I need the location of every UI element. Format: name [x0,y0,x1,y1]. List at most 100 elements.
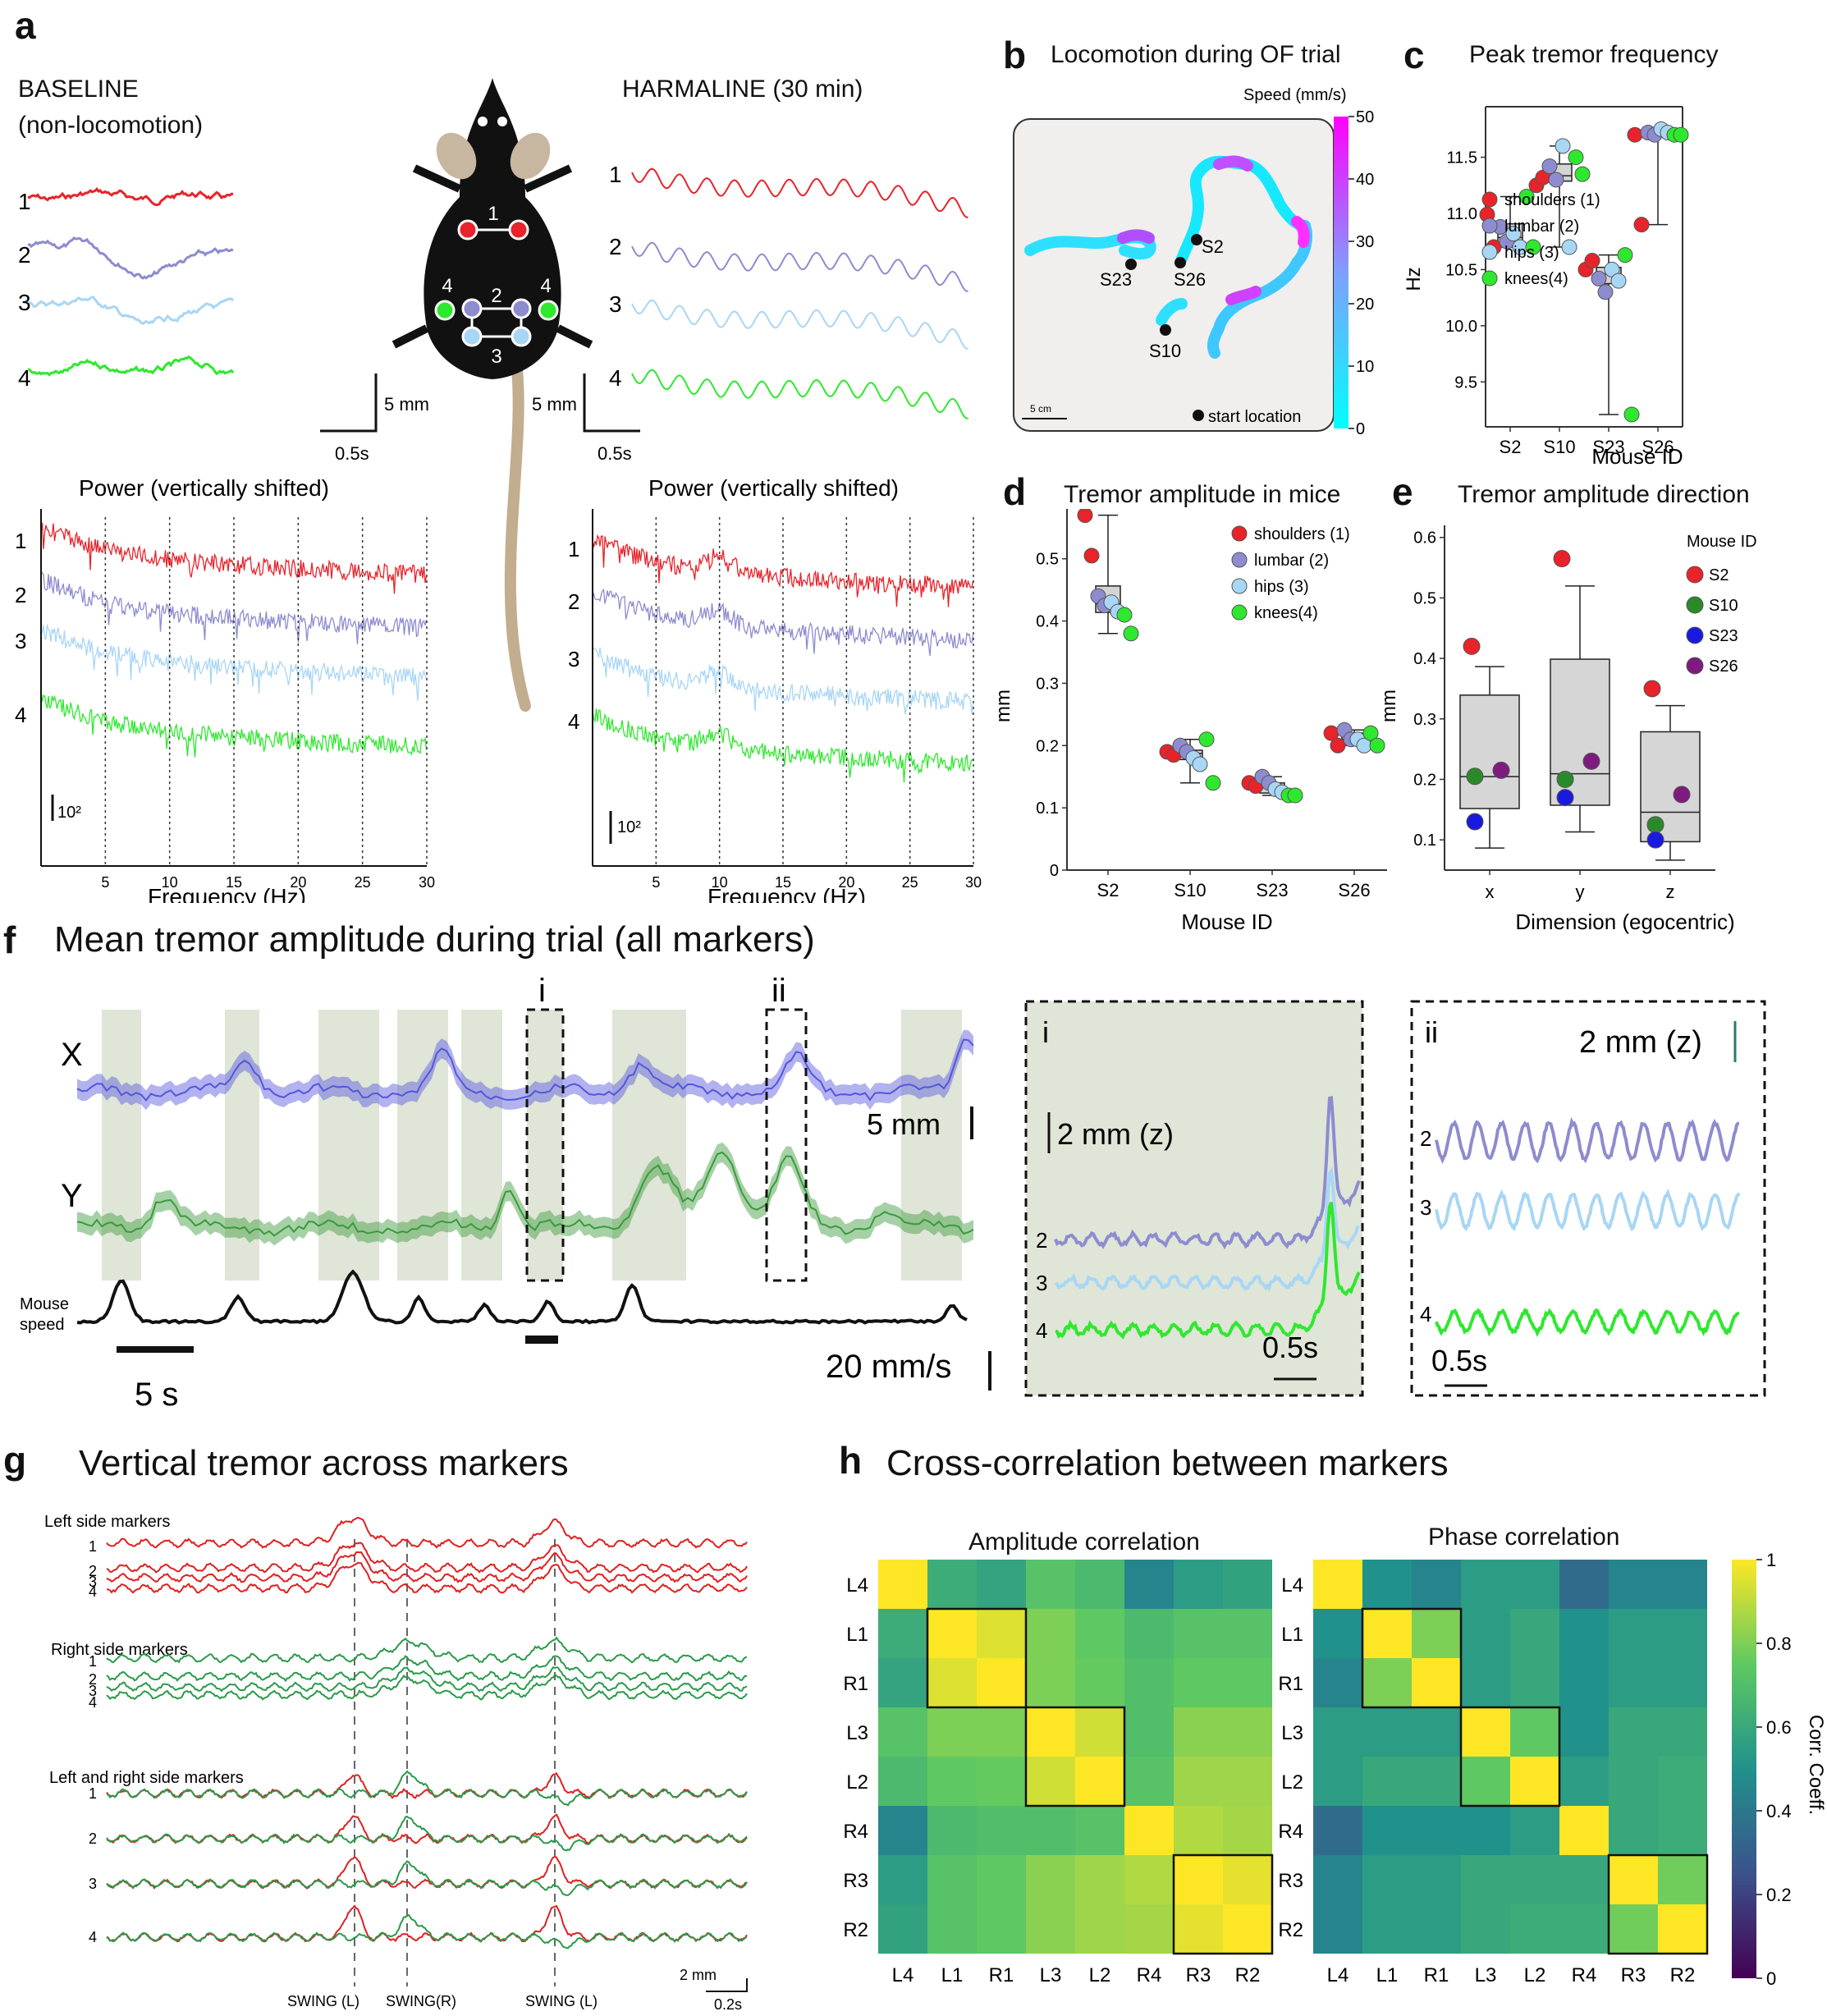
heat-cell [1461,1609,1510,1658]
y-tick: 10.5 [1445,261,1477,279]
heat-cell [1412,1707,1461,1757]
heat-cell [1461,1757,1510,1806]
power-spectra-axes: 5 10 15 20 25 30 5 10 15 20 25 30 [40,509,982,891]
hm-scale-s: 0.5s [598,443,632,464]
y-tick: 0.2 [1036,737,1059,755]
panel-f-graphics: i ii X Y Mouse speed 5 mm 5 s 20 mm/s i … [20,973,1766,1413]
heat-cell [1412,1658,1461,1707]
x-tick: S23 [1592,437,1624,457]
heat-cell [977,1904,1026,1954]
speed-trace [76,1269,968,1325]
legend-marker [1231,578,1248,594]
heat-cell [1075,1658,1124,1707]
heat-cell [1559,1806,1609,1855]
ps-bl-3: 3 [15,629,26,653]
spectrum-4 [592,708,973,783]
heat-cell [1559,1757,1609,1806]
heat-cell [977,1707,1026,1757]
hm-trace-4: 4 [609,365,622,391]
heat-cell [1412,1757,1461,1806]
speed-tick: 20 [1356,296,1374,314]
heat-cell [1075,1707,1124,1757]
corr-tick: 0 [1766,1968,1776,1989]
corr-tick: 0.4 [1766,1801,1792,1821]
heat-cell [1412,1855,1461,1904]
hm-trace-2: 2 [609,234,622,259]
heat-cell [1223,1757,1272,1806]
heat-cell [1026,1658,1075,1707]
h-colorbar-label: Corr. Coeff. [1805,1715,1827,1815]
point-knees(4)-S10 [1205,775,1221,791]
heat-cell [1412,1560,1461,1609]
heat-cell [1124,1757,1174,1806]
legend-marker [1231,604,1248,621]
both-right-2 [106,1815,748,1852]
heat-cell [1461,1904,1510,1954]
phase-ylabel: L2 [1281,1771,1303,1794]
point-hips-S10 [1555,138,1571,154]
panel-a-graphics: 1 2 3 4 4 1 2 3 4 1 2 3 4 5 mm 0.5s 5 mm… [15,78,982,903]
corr-tick: 0.2 [1766,1885,1792,1905]
g-scale-s: 0.2s [714,1996,742,2013]
point-shoulders-S26 [1627,126,1643,143]
speed-tick: 0 [1356,420,1365,438]
point-shoulders-S2 [1083,548,1100,564]
heat-cell [1362,1806,1412,1855]
g-swing-1: SWING (L) [287,1993,359,2009]
locomotion-band [652,1010,686,1281]
marker-label-2: 2 [491,285,501,307]
heat-cell [1313,1609,1362,1658]
heat-cell [977,1806,1026,1855]
x-tick: S2 [1500,437,1522,457]
panel-d-title: Tremor amplitude in mice [1064,481,1341,508]
heat-cell [1124,1904,1174,1954]
locomotion-band [318,1010,379,1281]
x-tick: S2 [1097,880,1120,900]
both-left-3 [106,1855,748,1890]
inset-ii-trace-2 [1435,1116,1740,1164]
inset-ii-trace-2: 2 [1420,1126,1431,1151]
g-right-title: Right side markers [51,1641,188,1659]
amp-xlabel: L4 [892,1964,914,1986]
panel-f-title: Mean tremor amplitude during trial (all … [54,919,815,960]
amp-ylabel: L3 [846,1722,868,1744]
bl-trace-2: 2 [18,242,31,268]
heat-cell [1075,1904,1124,1954]
phase-ylabel: L3 [1281,1722,1303,1744]
panel-h-graphics: L4 L4 L1 L1 R1 R1 L3 L3 L2 L2 R4 R4 R3 R3 R2 R2 L4 L4 L1 L… [843,1551,1827,1989]
cluster-box [1459,1706,1561,1808]
panel-b-title: Locomotion during OF trial [1051,41,1341,68]
heat-cell [878,1806,927,1855]
chart-e: mm Dimension (egocentric) Mouse ID 0.1 0.… [1379,525,1757,934]
ps-bl-4: 4 [15,703,26,727]
panel-g-title: Vertical tremor across markers [79,1443,569,1483]
g-swing-2: SWING(R) [386,1993,456,2009]
point-shoulders-S2 [1077,509,1093,524]
heat-cell [1223,1707,1272,1757]
chart-d: mm Mouse ID 0 0.1 0.2 0.3 0.4 0.5 S2 S10 S23 S26 s… [993,509,1387,934]
legend-marker [1231,525,1248,542]
heat-cell [927,1904,977,1954]
baseline-trace-3 [26,296,235,326]
speed-colorbar-title: Speed (mm/s) [1243,86,1347,104]
point-S2-y [1553,550,1571,568]
heat-cell [1510,1757,1559,1806]
amp-xlabel: L2 [1089,1964,1111,1986]
heat-cell [1559,1609,1609,1658]
point-knees(4)-S26 [1362,725,1379,741]
heat-cell [1124,1855,1174,1904]
freq-tick: 10 [162,874,178,891]
g-both-title: Left and right side markers [49,1769,244,1787]
bl-trace-3: 3 [18,290,31,315]
heat-cell [1075,1560,1124,1609]
phase-xlabel: L3 [1475,1964,1497,1986]
y-tick: 0.4 [1036,613,1059,631]
heat-cell [1026,1806,1075,1855]
heat-cell [1026,1609,1075,1658]
heat-cell [927,1707,977,1757]
inset-ii-trace-3 [1435,1188,1741,1232]
heat-cell [1075,1806,1124,1855]
heat-cell [1658,1806,1707,1855]
chart-c: Hz Mouse ID 9.5 10.0 10.5 11.0 11.5 S2 S10 S23 S… [1403,106,1689,469]
heat-cell [1223,1904,1272,1954]
